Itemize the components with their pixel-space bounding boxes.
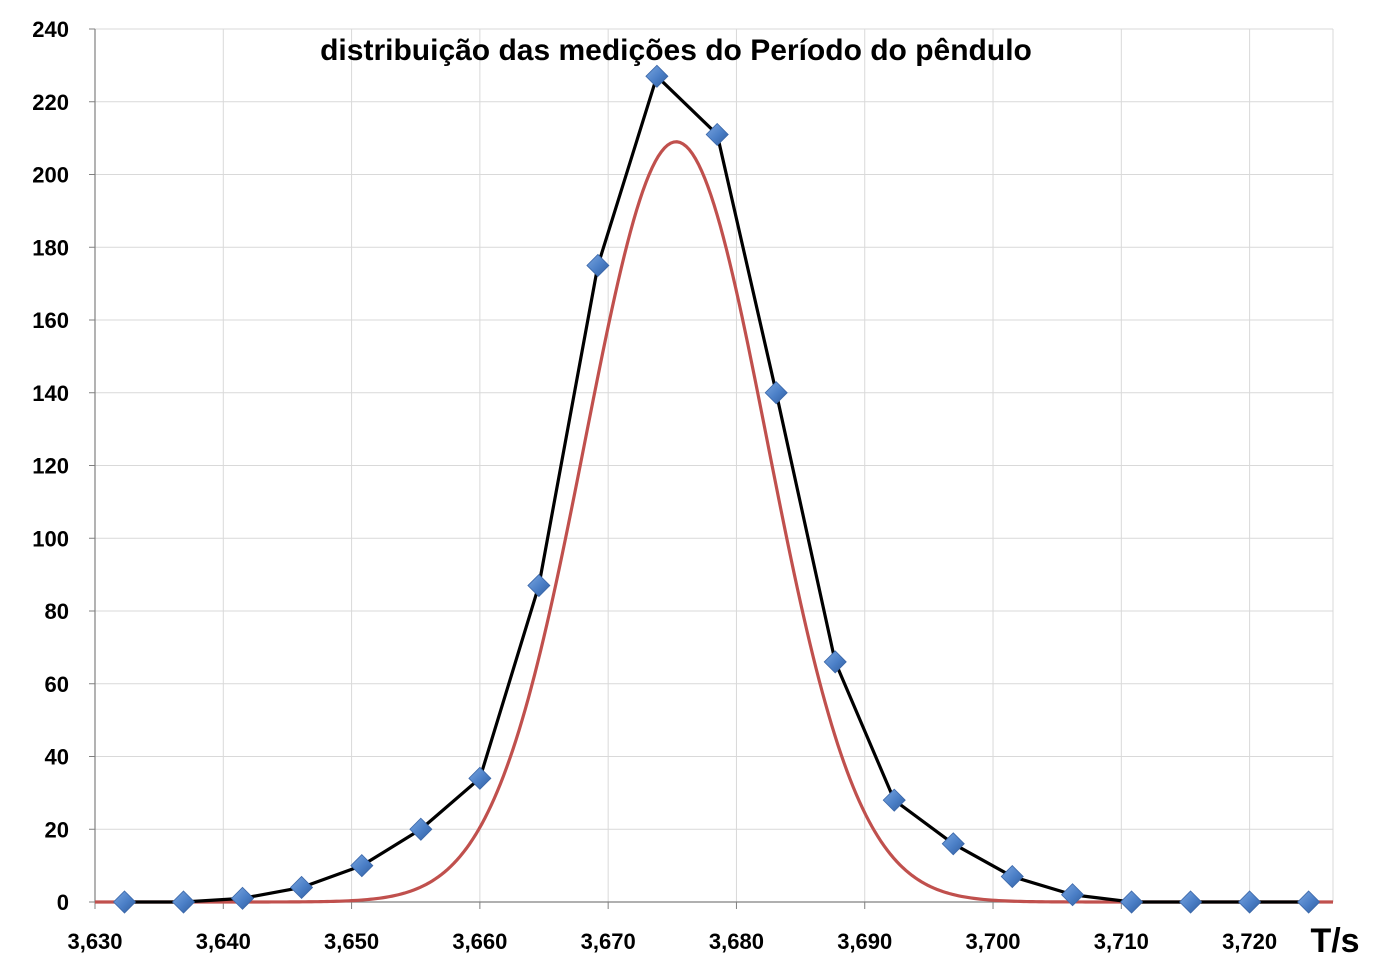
y-tick-label: 100 (32, 526, 69, 551)
y-tick-label: 240 (32, 17, 69, 42)
x-axis-label: T/s (1310, 922, 1359, 960)
y-tick-label: 60 (45, 672, 69, 697)
y-tick-label: 20 (45, 817, 69, 842)
data-point-marker (409, 817, 433, 841)
y-tick-label: 140 (32, 381, 69, 406)
data-point-marker (468, 766, 492, 790)
data-point-marker (171, 890, 196, 914)
data-point-marker (1179, 890, 1203, 914)
x-tick-label: 3,670 (581, 929, 636, 954)
chart-title: distribuição das medições do Período do … (320, 34, 1032, 67)
data-point-marker (941, 832, 965, 856)
x-tick-label: 3,640 (196, 929, 251, 954)
y-axis-tick-labels: 0 20 40 60 80 100 120 140 160 180 200 220 240 (32, 17, 69, 915)
data-point-marker (705, 122, 729, 147)
y-tick-label: 200 (32, 163, 69, 188)
grid (95, 28, 1334, 902)
x-tick-label: 3,630 (67, 929, 122, 954)
data-point-marker (112, 890, 137, 914)
x-tick-label: 3,660 (452, 929, 507, 954)
x-tick-label: 3,710 (1094, 929, 1149, 954)
y-tick-label: 220 (32, 90, 69, 115)
data-point-marker (823, 650, 847, 674)
data-point-marker (764, 381, 788, 405)
y-tick-label: 0 (57, 890, 69, 915)
x-tick-label: 3,690 (837, 929, 892, 954)
data-point-marker (645, 64, 669, 88)
x-tick-label: 3,700 (965, 929, 1020, 954)
data-point-marker (1238, 890, 1262, 914)
y-tick-label: 80 (45, 599, 69, 624)
data-point-marker (350, 854, 374, 878)
data-point-marker (289, 875, 314, 900)
data-point-marker (527, 573, 551, 598)
data-point-marker (1061, 883, 1085, 907)
x-tick-label: 3,650 (324, 929, 379, 954)
x-axis-tick-labels: 3,630 3,640 3,650 3,660 3,670 3,680 3,690 3,700… (67, 929, 1277, 954)
data-point-marker (230, 886, 255, 910)
y-tick-label: 160 (32, 308, 69, 333)
y-tick-label: 120 (32, 454, 69, 479)
data-point-marker (1297, 890, 1321, 914)
data-point-marker (1000, 864, 1024, 889)
measured-series-markers (112, 64, 1321, 914)
x-tick-label: 3,720 (1222, 929, 1277, 954)
x-tick-label: 3,680 (709, 929, 764, 954)
y-tick-label: 180 (32, 235, 69, 260)
y-tick-label: 40 (45, 745, 69, 770)
data-point-marker (586, 253, 610, 278)
data-point-marker (882, 788, 906, 812)
data-point-marker (1120, 890, 1144, 914)
